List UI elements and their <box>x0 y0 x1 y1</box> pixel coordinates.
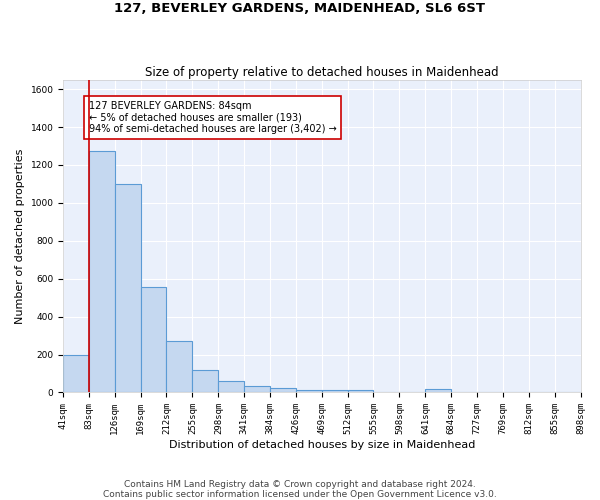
Bar <box>322 390 347 392</box>
Bar <box>347 390 373 392</box>
Bar <box>115 184 140 392</box>
Bar <box>244 386 270 392</box>
Text: 127, BEVERLEY GARDENS, MAIDENHEAD, SL6 6ST: 127, BEVERLEY GARDENS, MAIDENHEAD, SL6 6… <box>115 2 485 16</box>
Bar <box>140 288 166 393</box>
Y-axis label: Number of detached properties: Number of detached properties <box>15 148 25 324</box>
Title: Size of property relative to detached houses in Maidenhead: Size of property relative to detached ho… <box>145 66 499 78</box>
X-axis label: Distribution of detached houses by size in Maidenhead: Distribution of detached houses by size … <box>169 440 475 450</box>
Text: 127 BEVERLEY GARDENS: 84sqm
← 5% of detached houses are smaller (193)
94% of sem: 127 BEVERLEY GARDENS: 84sqm ← 5% of deta… <box>89 100 337 134</box>
Bar <box>63 354 89 393</box>
Bar <box>166 342 193 392</box>
Bar <box>270 388 296 392</box>
Bar <box>193 370 218 392</box>
Bar <box>296 390 322 392</box>
Bar <box>89 151 115 392</box>
Bar <box>218 382 244 392</box>
Text: Contains HM Land Registry data © Crown copyright and database right 2024.
Contai: Contains HM Land Registry data © Crown c… <box>103 480 497 499</box>
Bar <box>425 388 451 392</box>
